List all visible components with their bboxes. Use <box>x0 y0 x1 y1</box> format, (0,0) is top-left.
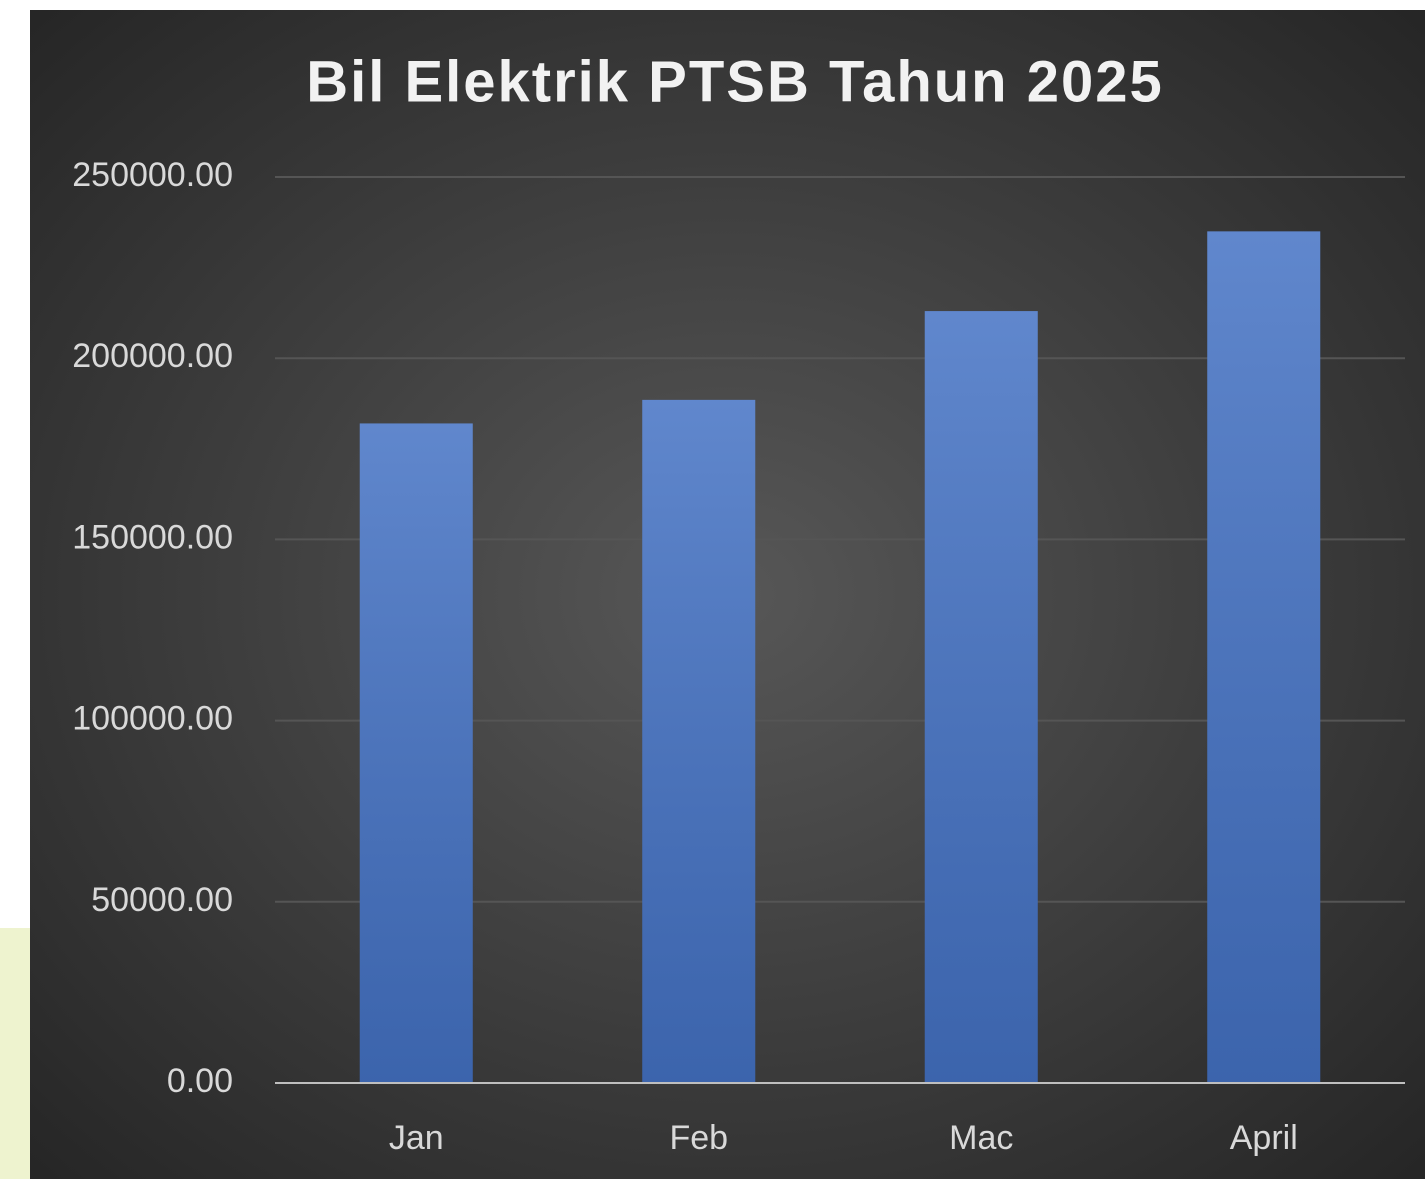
bar-shade <box>924 311 1038 1083</box>
y-tick-label: 150000.00 <box>72 518 233 556</box>
x-tick-label: Feb <box>669 1119 728 1157</box>
bar-shade <box>1207 231 1321 1084</box>
y-tick-label: 200000.00 <box>72 337 233 375</box>
y-tick-label: 250000.00 <box>72 156 233 194</box>
bar-shade <box>359 423 473 1083</box>
side-strip <box>0 928 30 1179</box>
y-tick-label: 50000.00 <box>91 881 233 919</box>
chart-title: Bil Elektrik PTSB Tahun 2025 <box>306 49 1164 114</box>
y-tick-label: 0.00 <box>167 1062 233 1100</box>
bar-shade <box>642 399 756 1084</box>
y-tick-label: 100000.00 <box>72 700 233 738</box>
x-tick-label: April <box>1230 1119 1298 1157</box>
x-tick-label: Mac <box>949 1119 1013 1157</box>
x-tick-label: Jan <box>389 1119 444 1157</box>
